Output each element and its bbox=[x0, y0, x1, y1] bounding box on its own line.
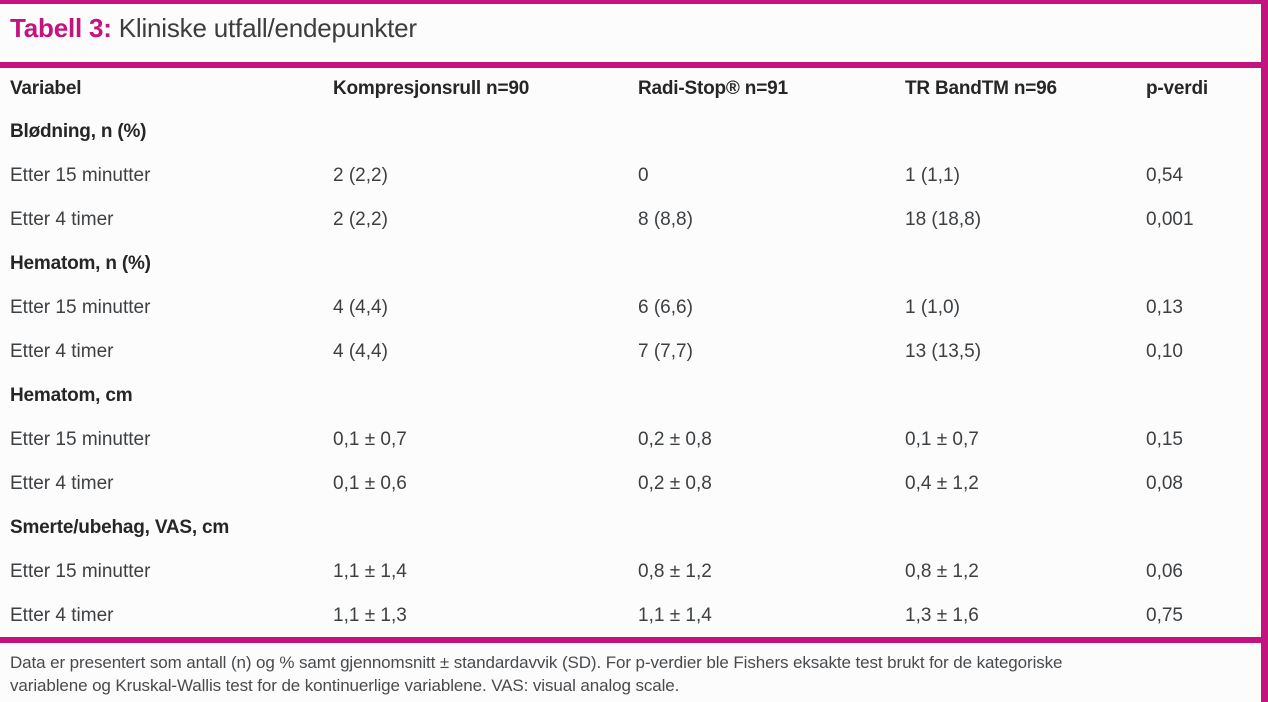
column-header-radi-stop: Radi-Stop® n=91 bbox=[638, 78, 788, 99]
cell-value: 0,8 ± 1,2 bbox=[905, 561, 979, 582]
top-border-line bbox=[0, 0, 1268, 4]
cell-value: 1 (1,1) bbox=[905, 165, 960, 186]
row-label: Etter 4 timer bbox=[10, 341, 114, 362]
row-label: Etter 15 minutter bbox=[10, 165, 151, 186]
row-label: Etter 15 minutter bbox=[10, 561, 151, 582]
column-header-tr-band: TR BandTM n=96 bbox=[905, 78, 1057, 99]
row-label: Etter 15 minutter bbox=[10, 297, 151, 318]
column-header-kompresjonsrull: Kompresjonsrull n=90 bbox=[333, 78, 530, 99]
cell-value: 7 (7,7) bbox=[638, 341, 693, 362]
data-table: Variabel Kompresjonsrull n=90 Radi-Stop®… bbox=[0, 68, 1261, 638]
cell-value: 0,2 ± 0,8 bbox=[638, 429, 712, 450]
cell-value: 1,1 ± 1,4 bbox=[333, 561, 407, 582]
cell-value: 1 (1,0) bbox=[905, 297, 960, 318]
header-rule bbox=[0, 62, 1261, 68]
cell-value: 0,4 ± 1,2 bbox=[905, 473, 979, 494]
section-header-hematom-cm: Hematom, cm bbox=[0, 374, 1261, 418]
footnote-line-2: variablene og Kruskal-Wallis test for de… bbox=[10, 676, 680, 695]
cell-value: 18 (18,8) bbox=[905, 209, 982, 230]
row-label: Etter 15 minutter bbox=[10, 429, 151, 450]
cell-value: 0,1 ± 0,7 bbox=[905, 429, 979, 450]
cell-value: 0,001 bbox=[1146, 209, 1194, 230]
table-row: Etter 15 minutter 1,1 ± 1,4 0,8 ± 1,2 0,… bbox=[0, 550, 1261, 594]
cell-value: 0,10 bbox=[1146, 341, 1183, 362]
section-header-label: Hematom, n (%) bbox=[10, 253, 151, 274]
cell-value: 13 (13,5) bbox=[905, 341, 982, 362]
cell-value: 0,1 ± 0,6 bbox=[333, 473, 407, 494]
cell-value: 1,1 ± 1,3 bbox=[333, 605, 407, 626]
footnote-line-1: Data er presentert som antall (n) og % s… bbox=[10, 653, 1063, 672]
row-label: Etter 4 timer bbox=[10, 209, 114, 230]
section-header-label: Blødning, n (%) bbox=[10, 121, 147, 142]
cell-value: 6 (6,6) bbox=[638, 297, 693, 318]
table-row: Etter 15 minutter 0,1 ± 0,7 0,2 ± 0,8 0,… bbox=[0, 418, 1261, 462]
column-header-p-verdi: p-verdi bbox=[1146, 78, 1208, 99]
cell-value: 4 (4,4) bbox=[333, 341, 388, 362]
table-title-text: Kliniske utfall/endepunkter bbox=[118, 13, 417, 43]
table-row: Etter 4 timer 4 (4,4) 7 (7,7) 13 (13,5) … bbox=[0, 330, 1261, 374]
footnote: Data er presentert som antall (n) og % s… bbox=[10, 651, 1255, 697]
column-header-variabel: Variabel bbox=[10, 78, 82, 99]
table-row: Etter 4 timer 0,1 ± 0,6 0,2 ± 0,8 0,4 ± … bbox=[0, 462, 1261, 506]
cell-value: 0,15 bbox=[1146, 429, 1183, 450]
cell-value: 0,75 bbox=[1146, 605, 1183, 626]
table-title: Tabell 3: Kliniske utfall/endepunkter bbox=[10, 13, 417, 44]
cell-value: 0,08 bbox=[1146, 473, 1183, 494]
table-row: Etter 4 timer 1,1 ± 1,3 1,1 ± 1,4 1,3 ± … bbox=[0, 594, 1261, 638]
cell-value: 0,2 ± 0,8 bbox=[638, 473, 712, 494]
row-label: Etter 4 timer bbox=[10, 605, 114, 626]
section-header-label: Hematom, cm bbox=[10, 385, 133, 406]
cell-value: 0 bbox=[638, 165, 649, 186]
table-row: Etter 15 minutter 2 (2,2) 0 1 (1,1) 0,54 bbox=[0, 154, 1261, 198]
table-row: Etter 15 minutter 4 (4,4) 6 (6,6) 1 (1,0… bbox=[0, 286, 1261, 330]
cell-value: 0,1 ± 0,7 bbox=[333, 429, 407, 450]
section-header-label: Smerte/ubehag, VAS, cm bbox=[10, 517, 230, 538]
cell-value: 2 (2,2) bbox=[333, 165, 388, 186]
right-border-line bbox=[1261, 0, 1268, 702]
cell-value: 0,06 bbox=[1146, 561, 1183, 582]
cell-value: 4 (4,4) bbox=[333, 297, 388, 318]
table-title-prefix: Tabell 3: bbox=[10, 13, 112, 43]
footer-rule bbox=[0, 637, 1261, 643]
cell-value: 0,8 ± 1,2 bbox=[638, 561, 712, 582]
section-header-smerte-vas: Smerte/ubehag, VAS, cm bbox=[0, 506, 1261, 550]
section-header-hematom-n: Hematom, n (%) bbox=[0, 242, 1261, 286]
cell-value: 1,3 ± 1,6 bbox=[905, 605, 979, 626]
section-header-blodning: Blødning, n (%) bbox=[0, 110, 1261, 154]
cell-value: 2 (2,2) bbox=[333, 209, 388, 230]
table-row: Etter 4 timer 2 (2,2) 8 (8,8) 18 (18,8) … bbox=[0, 198, 1261, 242]
cell-value: 8 (8,8) bbox=[638, 209, 693, 230]
cell-value: 1,1 ± 1,4 bbox=[638, 605, 712, 626]
cell-value: 0,13 bbox=[1146, 297, 1183, 318]
row-label: Etter 4 timer bbox=[10, 473, 114, 494]
table-header-row: Variabel Kompresjonsrull n=90 Radi-Stop®… bbox=[0, 68, 1261, 110]
cell-value: 0,54 bbox=[1146, 165, 1183, 186]
